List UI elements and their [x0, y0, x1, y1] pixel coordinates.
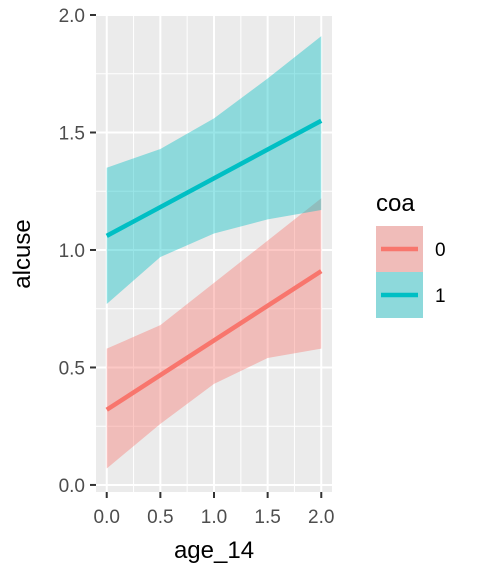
- x-tick-label: 2.0: [308, 507, 334, 528]
- x-axis-title: age_14: [174, 537, 254, 564]
- legend-label: 1: [435, 286, 446, 307]
- x-tick-label: 1.0: [201, 507, 227, 528]
- y-tick-label: 0.5: [59, 358, 85, 379]
- ribbon-coa-0: [106, 198, 322, 469]
- ribbon-coa-1: [106, 36, 322, 305]
- x-tick-label: 0.0: [94, 507, 120, 528]
- grid-major: [96, 14, 332, 492]
- y-tick-label: 0.0: [59, 476, 85, 497]
- y-tick-label: 2.0: [59, 6, 85, 27]
- confidence-ribbons: [106, 36, 322, 469]
- legend-label: 0: [435, 240, 446, 261]
- y-tick-label: 1.5: [59, 123, 85, 144]
- y-axis: 0.0 0.5 1.0 1.5 2.0: [59, 6, 96, 497]
- x-tick-label: 1.5: [254, 507, 280, 528]
- x-axis: 0.0 0.5 1.0 1.5 2.0: [94, 492, 334, 528]
- y-axis-title: alcuse: [9, 219, 36, 288]
- legend-keys: 01: [376, 226, 446, 318]
- series-lines: [105, 118, 323, 412]
- grid-minor: [96, 15, 332, 492]
- line-coa-0: [105, 269, 323, 412]
- legend-title: coa: [376, 190, 415, 217]
- line-coa-1: [105, 118, 323, 238]
- legend: coa 01: [376, 190, 446, 318]
- x-tick-label: 0.5: [147, 507, 173, 528]
- y-tick-label: 1.0: [59, 241, 85, 262]
